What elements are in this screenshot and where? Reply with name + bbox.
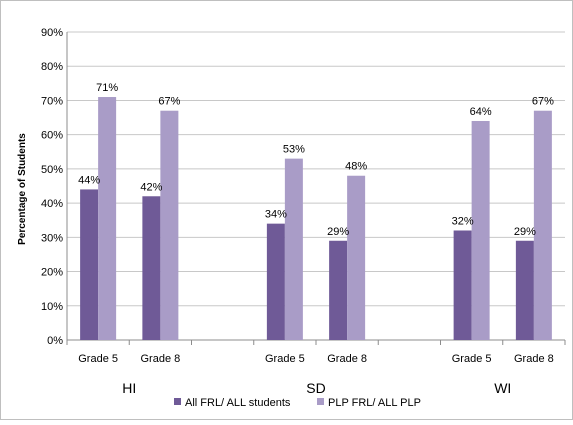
- bar: [454, 230, 472, 340]
- y-tick-label: 60%: [41, 130, 63, 142]
- data-label: 32%: [452, 215, 474, 227]
- legend-label: PLP FRL/ ALL PLP: [328, 397, 421, 409]
- data-label: 53%: [283, 144, 305, 156]
- x-group-label: WI: [494, 380, 511, 396]
- data-label: 29%: [327, 226, 349, 238]
- x-category-label: Grade 8: [327, 353, 367, 365]
- y-tick-label: 80%: [41, 61, 63, 73]
- y-axis-label: Percentage of Students: [17, 133, 28, 245]
- x-category-label: Grade 5: [78, 353, 118, 365]
- y-tick-label: 0%: [47, 335, 63, 347]
- y-tick-label: 90%: [41, 27, 63, 39]
- y-tick-label: 10%: [41, 301, 63, 313]
- y-tick-label: 50%: [41, 164, 63, 176]
- bar: [98, 97, 116, 340]
- data-label: 67%: [532, 96, 554, 108]
- bar: [516, 241, 534, 340]
- data-label: 71%: [96, 82, 118, 94]
- bar: [534, 111, 552, 340]
- legend-swatch: [317, 398, 324, 405]
- x-category-label: Grade 8: [141, 353, 181, 365]
- x-category-label: Grade 8: [514, 353, 554, 365]
- x-group-label: HI: [122, 380, 136, 396]
- bar: [347, 176, 365, 340]
- bar: [285, 159, 303, 340]
- y-tick-label: 20%: [41, 267, 63, 279]
- data-label: 29%: [514, 226, 536, 238]
- x-category-label: Grade 5: [265, 353, 305, 365]
- x-group-label: SD: [306, 380, 325, 396]
- bar: [267, 224, 285, 340]
- bar: [329, 241, 347, 340]
- y-tick-label: 30%: [41, 232, 63, 244]
- legend-label: All FRL/ ALL students: [185, 397, 291, 409]
- y-tick-label: 40%: [41, 198, 63, 210]
- bar: [472, 121, 490, 340]
- data-label: 48%: [345, 161, 367, 173]
- bar: [160, 111, 178, 340]
- bar: [142, 196, 160, 340]
- legend-swatch: [174, 398, 181, 405]
- y-tick-label: 70%: [41, 95, 63, 107]
- data-label: 67%: [158, 96, 180, 108]
- data-label: 34%: [265, 209, 287, 221]
- x-category-label: Grade 5: [452, 353, 492, 365]
- data-label: 44%: [78, 174, 100, 186]
- data-label: 64%: [470, 106, 492, 118]
- data-label: 42%: [140, 181, 162, 193]
- bar: [80, 189, 98, 340]
